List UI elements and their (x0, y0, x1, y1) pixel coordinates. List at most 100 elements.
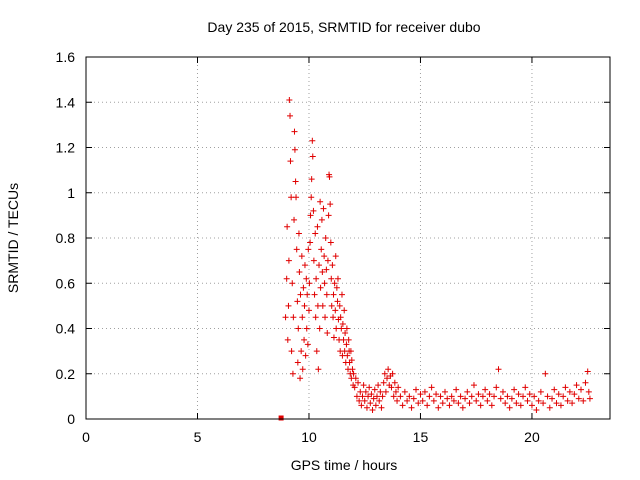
chart-title: Day 235 of 2015, SRMTID for receiver dub… (207, 19, 480, 35)
data-point (437, 393, 444, 400)
data-point (477, 402, 484, 409)
y-tick-labels: 0 0.2 0.4 0.6 0.8 1 1.2 1.4 1.6 (56, 49, 76, 427)
data-point (304, 341, 311, 348)
data-point (394, 397, 401, 404)
data-point (444, 395, 451, 402)
data-point (293, 246, 300, 253)
data-point (299, 314, 306, 321)
data-point (321, 280, 328, 287)
data-point (317, 284, 324, 291)
data-point (353, 393, 360, 400)
data-point (309, 137, 316, 144)
data-point (441, 388, 448, 395)
data-point (502, 400, 509, 407)
data-point (327, 239, 334, 246)
data-point (491, 393, 498, 400)
data-point (295, 230, 302, 237)
data-point (406, 393, 413, 400)
data-point (336, 302, 343, 309)
data-point (352, 375, 359, 382)
data-point (549, 395, 556, 402)
x-axis-label: GPS time / hours (291, 457, 398, 473)
data-point (582, 379, 589, 386)
data-point (462, 395, 469, 402)
data-point (499, 388, 506, 395)
data-point (323, 291, 330, 298)
data-point (328, 275, 335, 282)
data-point (313, 348, 320, 355)
data-point (564, 397, 571, 404)
data-point (513, 400, 520, 407)
data-point (459, 404, 466, 411)
data-points (278, 96, 593, 421)
data-point (350, 370, 357, 377)
y-tick-label: 0.8 (56, 230, 76, 246)
data-point (380, 379, 387, 386)
data-point (295, 325, 302, 332)
data-point (546, 404, 553, 411)
data-point (382, 388, 389, 395)
data-point (368, 391, 375, 398)
data-point (333, 284, 340, 291)
data-point (319, 268, 326, 275)
data-point (339, 320, 346, 327)
data-point (349, 366, 356, 373)
data-point (419, 397, 426, 404)
data-point (415, 400, 422, 407)
data-point (329, 262, 336, 269)
data-point (371, 386, 378, 393)
data-point (345, 336, 352, 343)
data-point (384, 375, 391, 382)
data-point (580, 397, 587, 404)
data-point (334, 275, 341, 282)
data-point (504, 393, 511, 400)
data-point (331, 280, 338, 287)
data-point (566, 388, 573, 395)
data-point (307, 212, 314, 219)
data-point (338, 325, 345, 332)
data-point (495, 366, 502, 373)
grid-lines (86, 57, 610, 419)
data-point (395, 384, 402, 391)
data-point (373, 393, 380, 400)
data-point (307, 239, 314, 246)
data-point (357, 388, 364, 395)
data-point (341, 307, 348, 314)
data-point (426, 393, 433, 400)
data-point (424, 402, 431, 409)
data-point (323, 266, 330, 273)
data-point (535, 397, 542, 404)
data-point (332, 307, 339, 314)
data-point (318, 216, 325, 223)
data-point (301, 336, 308, 343)
data-point (308, 194, 315, 201)
y-tick-label: 0.6 (56, 275, 76, 291)
data-point (298, 348, 305, 355)
data-point (408, 404, 415, 411)
data-point (312, 230, 319, 237)
y-tick-label: 0.4 (56, 321, 76, 337)
data-point (311, 291, 318, 298)
data-point (298, 253, 305, 260)
data-point (309, 153, 316, 160)
data-point (308, 176, 315, 183)
data-point (542, 370, 549, 377)
data-point (310, 207, 317, 214)
data-point (378, 404, 385, 411)
y-tick-label: 1.6 (56, 49, 76, 65)
data-point (560, 393, 567, 400)
data-point (333, 325, 340, 332)
data-point (296, 268, 303, 275)
data-point (524, 397, 531, 404)
data-point (370, 395, 377, 402)
data-point (337, 314, 344, 321)
x-tick-label: 15 (413, 429, 429, 445)
data-point (302, 352, 309, 359)
data-point (557, 402, 564, 409)
data-point (464, 388, 471, 395)
data-point (317, 198, 324, 205)
data-point (448, 393, 455, 400)
data-point (410, 395, 417, 402)
data-point (455, 400, 462, 407)
data-point (344, 352, 351, 359)
